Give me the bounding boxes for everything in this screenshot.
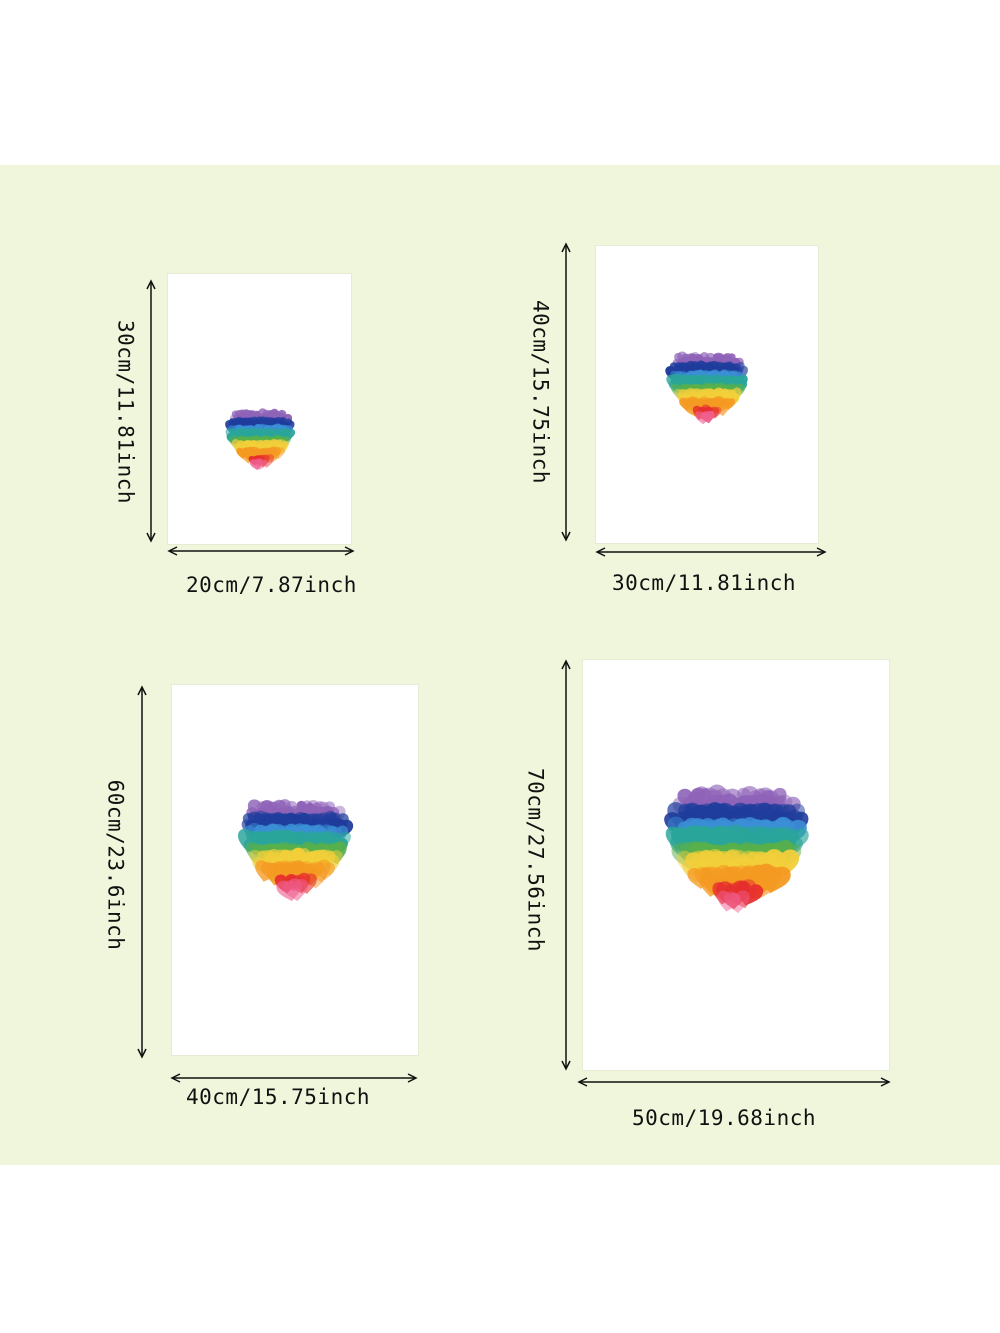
poster-small xyxy=(168,274,351,544)
rainbow-heart-art xyxy=(225,408,296,471)
small-heart-mark xyxy=(736,880,764,906)
small-heart-mark xyxy=(700,410,715,424)
rainbow-heart-art xyxy=(665,351,748,425)
width-label-medium: 30cm/11.81inch xyxy=(612,571,797,595)
small-heart-mark xyxy=(254,458,267,471)
rainbow-heart-art xyxy=(237,799,354,902)
poster-medium xyxy=(596,246,818,543)
small-heart-mark xyxy=(283,878,309,902)
height-label-xlarge: 70cm/27.56inch xyxy=(523,767,548,953)
height-label-large: 60cm/23.6inch xyxy=(103,779,128,951)
small-heart-mark xyxy=(723,890,750,914)
width-label-xlarge: 50cm/19.68inch xyxy=(632,1106,817,1130)
poster-xlarge xyxy=(583,660,889,1070)
height-label-small: 30cm/11.81inch xyxy=(113,319,138,505)
height-label-medium: 40cm/15.75inch xyxy=(528,299,553,485)
width-label-small: 20cm/7.87inch xyxy=(186,573,357,597)
width-label-large: 40cm/15.75inch xyxy=(186,1085,371,1109)
poster-large xyxy=(172,685,418,1055)
small-heart-mark xyxy=(717,890,741,912)
rainbow-heart-art xyxy=(664,784,809,914)
